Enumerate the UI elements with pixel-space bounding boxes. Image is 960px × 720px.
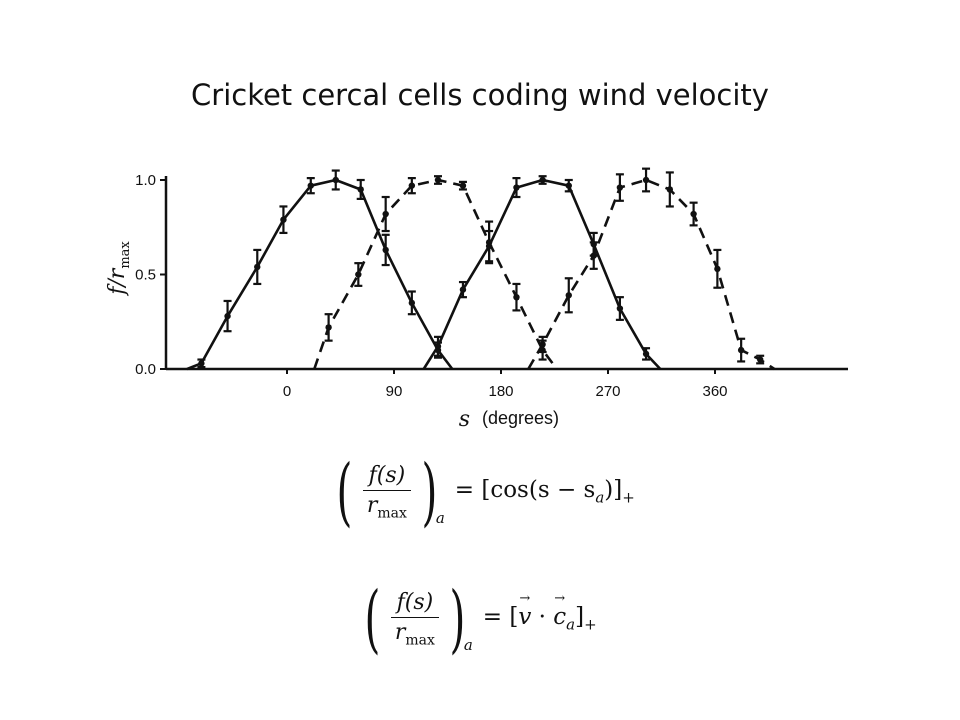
series-1 — [186, 169, 454, 371]
rhs-sub: a — [595, 488, 605, 507]
den-r: r — [366, 492, 378, 518]
rhs-plus: + — [622, 488, 635, 507]
equation-rhs: = [cos(s − sa)]+ — [455, 477, 635, 507]
rhs-sub: a — [566, 615, 576, 634]
y-axis-label: f/rmax — [105, 241, 133, 297]
den-r: r — [394, 619, 406, 645]
data-point — [325, 324, 332, 331]
data-point — [408, 299, 416, 307]
series-line — [313, 178, 558, 370]
den-sub: max — [405, 632, 435, 649]
data-point — [332, 176, 339, 184]
data-point — [459, 182, 467, 189]
vector-v: v — [518, 591, 531, 630]
data-point — [666, 186, 674, 193]
data-point — [565, 182, 572, 189]
right-paren: ) — [421, 449, 438, 535]
rhs-post: ] — [575, 604, 585, 631]
data-point — [254, 263, 261, 271]
data-point — [382, 246, 389, 254]
y-tick-label: 1.0 — [135, 172, 156, 189]
data-point — [539, 341, 546, 348]
left-paren: ( — [336, 449, 353, 535]
left-paren: ( — [364, 576, 381, 662]
fraction-numerator: f(s) — [362, 461, 412, 491]
data-point — [280, 216, 287, 223]
den-sub: max — [377, 505, 407, 522]
x-tick-label: 360 — [702, 383, 727, 400]
rhs-post: )] — [604, 477, 623, 504]
equation-rectified-cosine: ( f(s) rmax ) a = [cos(s − sa)]+ — [330, 449, 635, 535]
data-point — [690, 210, 697, 218]
data-point — [355, 271, 362, 278]
rhs-plus: + — [584, 615, 597, 634]
x-tick-label: 180 — [488, 383, 513, 400]
series-line — [527, 178, 776, 371]
right-paren: ) — [449, 576, 466, 662]
fraction: f(s) rmax — [361, 461, 413, 523]
data-point — [714, 265, 721, 273]
data-point — [565, 292, 572, 299]
data-point — [434, 176, 442, 184]
data-point — [642, 176, 650, 184]
slide-title: Cricket cercal cells coding wind velocit… — [191, 78, 769, 112]
x-tick-label: 90 — [386, 383, 403, 400]
x-tick-label: 270 — [595, 383, 620, 400]
data-point — [737, 346, 745, 354]
y-tick-label: 0.0 — [135, 361, 156, 378]
data-point — [513, 293, 520, 301]
x-axis-symbol: s — [459, 407, 470, 432]
equation-dot-product: ( f(s) rmax ) a = [v · ca]+ — [358, 576, 597, 662]
data-point — [590, 252, 597, 259]
data-point — [485, 242, 493, 250]
dot-operator: · — [531, 604, 554, 631]
outer-subscript: a — [463, 636, 473, 654]
rhs-pre: = [cos(s − s — [454, 477, 596, 504]
data-point — [434, 343, 442, 350]
data-point — [756, 356, 764, 363]
fraction: f(s) rmax — [389, 588, 441, 650]
chart-labels: 0.0 0.5 1.0 0 90 180 270 360 s (degrees) f/rmax — [105, 172, 728, 432]
fraction-denominator: rmax — [361, 491, 413, 523]
data-point — [459, 286, 467, 293]
data-point — [616, 305, 624, 312]
series-3 — [422, 175, 662, 370]
chart-curves — [186, 167, 776, 371]
chart-axes — [160, 176, 848, 374]
fraction-numerator: f(s) — [390, 588, 440, 618]
data-point — [513, 184, 520, 191]
data-point — [198, 360, 205, 367]
equation-rhs: = [v · ca]+ — [482, 591, 597, 634]
series-line — [186, 178, 454, 371]
data-point — [642, 350, 650, 358]
vector-c: c — [553, 591, 566, 630]
series-2 — [313, 175, 558, 370]
x-axis-unit: (degrees) — [482, 408, 559, 428]
data-point — [357, 186, 364, 193]
outer-subscript: a — [435, 509, 445, 527]
series-4 — [527, 167, 776, 371]
data-point — [224, 312, 231, 320]
data-point — [408, 182, 416, 189]
data-point — [307, 182, 314, 189]
data-point — [616, 184, 624, 191]
rhs-pre: = [ — [482, 604, 519, 631]
data-point — [539, 176, 546, 184]
data-point — [382, 210, 389, 218]
y-tick-label: 0.5 — [135, 267, 156, 284]
x-tick-label: 0 — [283, 383, 291, 400]
fraction-denominator: rmax — [389, 618, 441, 650]
